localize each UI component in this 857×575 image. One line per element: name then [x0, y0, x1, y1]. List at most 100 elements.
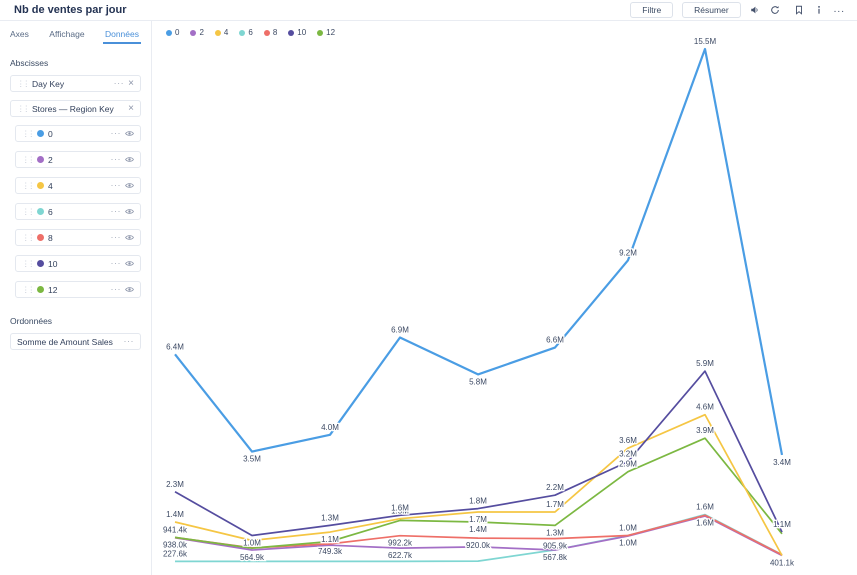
data-label: 567.8k	[543, 553, 568, 562]
refresh-icon[interactable]	[770, 5, 781, 16]
data-label: 1.7M	[469, 515, 487, 524]
legend-item-0[interactable]: 0	[166, 28, 179, 37]
data-label: 920.0k	[466, 541, 491, 550]
drag-handle-icon[interactable]: ⋮⋮	[17, 103, 30, 113]
data-label: 227.6k	[163, 549, 188, 558]
data-label: 1.6M	[391, 503, 409, 512]
visibility-eye-icon[interactable]	[125, 129, 134, 138]
remove-field-icon[interactable]: ×	[128, 102, 134, 114]
series-menu-icon[interactable]: ···	[110, 232, 121, 242]
visibility-eye-icon[interactable]	[125, 207, 134, 216]
legend-dot	[317, 29, 324, 36]
abscisses-label: Abscisses	[10, 58, 49, 68]
tab-données[interactable]: Données	[102, 24, 141, 44]
legend-dot	[288, 29, 295, 36]
series-item-label: 6	[48, 206, 53, 217]
ordonnees-label: Ordonnées	[10, 316, 53, 326]
data-label: 1.5M	[391, 507, 409, 516]
remove-field-icon[interactable]: ×	[128, 77, 134, 89]
data-label: 1.6M	[696, 503, 714, 512]
tab-affichage[interactable]: Affichage	[49, 29, 85, 39]
series-color-dot	[37, 182, 44, 189]
data-label: 2.2M	[546, 483, 564, 492]
visibility-eye-icon[interactable]	[125, 181, 134, 190]
data-label: 4.6M	[696, 403, 714, 412]
data-label: 2.3M	[166, 480, 184, 489]
legend-item-6[interactable]: 6	[239, 28, 253, 37]
data-label: 1.0M	[619, 524, 637, 533]
legend-item-4[interactable]: 4	[214, 28, 228, 37]
series-item-8[interactable]: ⋮⋮ 8 ···	[15, 229, 141, 246]
drag-handle-icon[interactable]: ⋮⋮	[22, 258, 35, 268]
series-color-dot	[37, 286, 44, 293]
data-label: 938.0k	[163, 541, 188, 550]
series-item-4[interactable]: ⋮⋮ 4 ···	[15, 177, 141, 194]
field-menu-icon[interactable]: ···	[113, 78, 125, 88]
bookmark-icon[interactable]	[794, 5, 805, 16]
field-menu-icon[interactable]: ···	[123, 336, 134, 346]
drag-handle-icon[interactable]: ⋮⋮	[17, 78, 30, 88]
series-menu-icon[interactable]: ···	[110, 180, 121, 190]
data-label: 1.4M	[166, 510, 184, 519]
data-label: 3.6M	[619, 436, 637, 445]
resume-button[interactable]: Résumer	[682, 2, 741, 18]
series-item-label: 0	[48, 128, 53, 139]
legend-item-12[interactable]: 12	[317, 28, 335, 37]
speaker-icon[interactable]	[750, 5, 761, 16]
visibility-eye-icon[interactable]	[125, 233, 134, 242]
data-label: 941.4k	[163, 525, 188, 534]
data-label: 1.3M	[321, 513, 339, 522]
data-label: 1.0M	[243, 539, 261, 548]
series-color-dot	[37, 156, 44, 163]
legend-item-10[interactable]: 10	[288, 28, 306, 37]
field-label: Stores — Region Key	[32, 103, 114, 114]
visibility-eye-icon[interactable]	[125, 285, 134, 294]
series-menu-icon[interactable]: ···	[110, 284, 121, 294]
data-label: 1.3M	[546, 528, 564, 537]
page-title: Nb de ventes par jour	[14, 4, 127, 16]
visibility-eye-icon[interactable]	[125, 259, 134, 268]
series-menu-icon[interactable]: ···	[110, 258, 121, 268]
series-item-6[interactable]: ⋮⋮ 6 ···	[15, 203, 141, 220]
drag-handle-icon[interactable]: ⋮⋮	[22, 128, 35, 138]
data-label: 4.0M	[321, 423, 339, 432]
series-menu-icon[interactable]: ···	[110, 206, 121, 216]
tab-axes[interactable]: Axes	[10, 29, 29, 39]
drag-handle-icon[interactable]: ⋮⋮	[22, 232, 35, 242]
sidebar: Axes Affichage Données Abscisses ⋮⋮ Day Key…	[0, 21, 152, 575]
series-menu-icon[interactable]: ···	[110, 128, 121, 138]
field-card[interactable]: ⋮⋮ Stores — Region Key ×	[10, 100, 141, 117]
filter-button[interactable]: Filtre	[630, 2, 674, 18]
series-line-4	[174, 413, 783, 556]
data-label: 6.9M	[391, 326, 409, 335]
legend-dot	[214, 29, 221, 36]
visibility-eye-icon[interactable]	[125, 155, 134, 164]
data-label: 3.2M	[619, 450, 637, 459]
series-item-label: 10	[48, 258, 58, 269]
data-label: 3.4M	[773, 458, 791, 467]
series-item-10[interactable]: ⋮⋮ 10 ···	[15, 255, 141, 272]
data-label: 749.3k	[318, 547, 343, 556]
field-card[interactable]: ⋮⋮ Day Key ··· ×	[10, 75, 141, 92]
data-label: 1.4M	[469, 525, 487, 534]
data-label: 1.1M	[321, 535, 339, 544]
drag-handle-icon[interactable]: ⋮⋮	[22, 154, 35, 164]
series-item-2[interactable]: ⋮⋮ 2 ···	[15, 151, 141, 168]
legend-item-8[interactable]: 8	[263, 28, 277, 37]
series-item-12[interactable]: ⋮⋮ 12 ···	[15, 281, 141, 298]
series-color-dot	[37, 130, 44, 137]
series-color-dot	[37, 208, 44, 215]
drag-handle-icon[interactable]: ⋮⋮	[22, 284, 35, 294]
info-icon[interactable]	[814, 5, 825, 16]
legend-dot	[166, 29, 172, 36]
data-label: 6.4M	[166, 342, 184, 351]
ordonnees-field-card[interactable]: Somme de Amount Sales ···	[10, 333, 141, 350]
app-header: Nb de ventes par jour Filtre Résumer ...	[0, 0, 857, 21]
more-menu-icon[interactable]: ...	[833, 4, 845, 15]
series-menu-icon[interactable]: ···	[110, 154, 121, 164]
drag-handle-icon[interactable]: ⋮⋮	[22, 180, 35, 190]
series-item-0[interactable]: ⋮⋮ 0 ···	[15, 125, 141, 142]
drag-handle-icon[interactable]: ⋮⋮	[22, 206, 35, 216]
legend-item-2[interactable]: 2	[190, 28, 204, 37]
data-label: 1.1M	[773, 520, 791, 529]
